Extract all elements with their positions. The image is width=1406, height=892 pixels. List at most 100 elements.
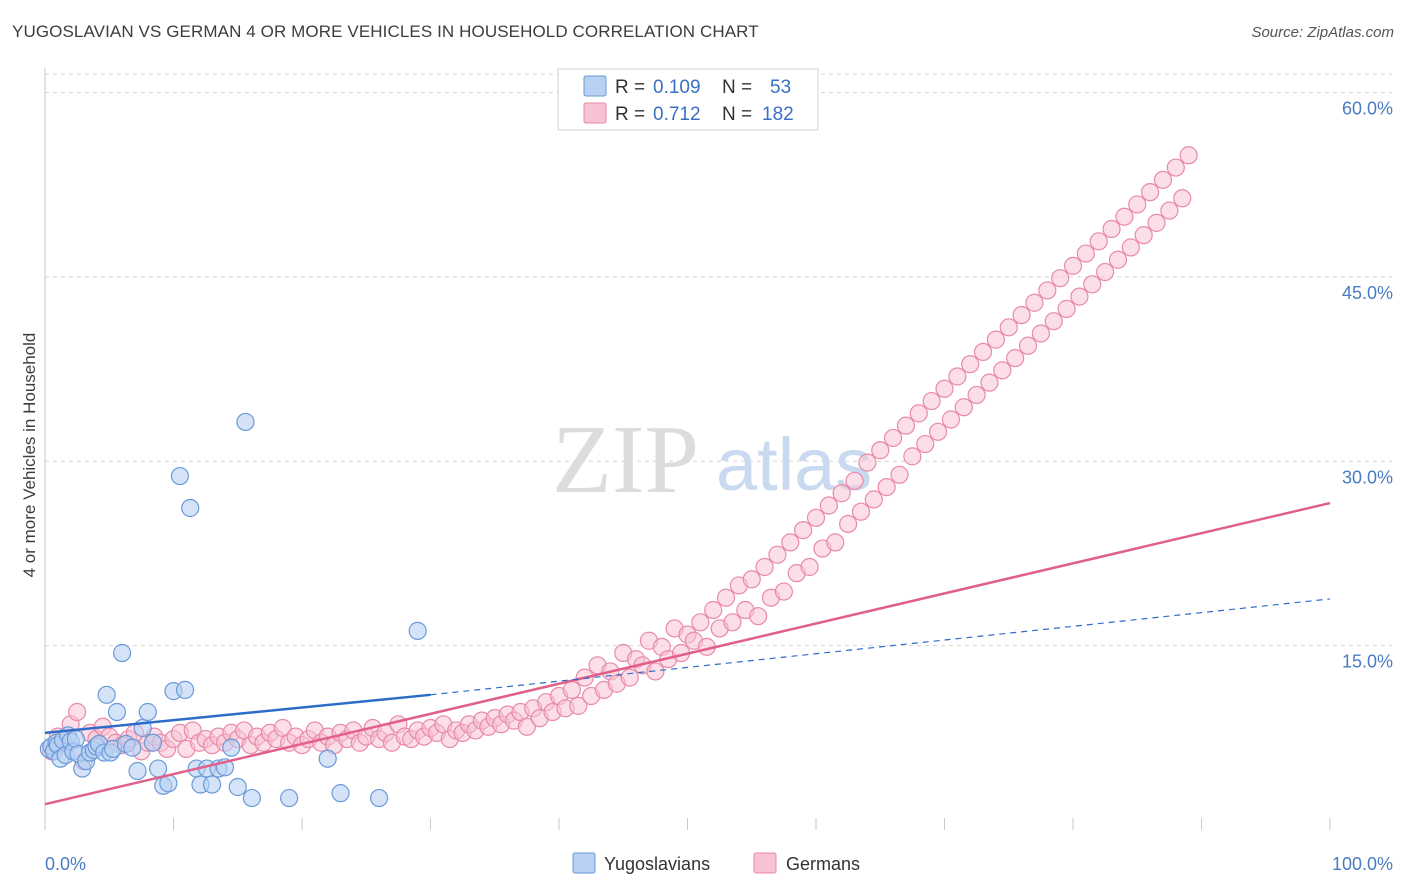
y-tick-label: 60.0% [1342, 99, 1393, 119]
legend-r-label-2: R = [615, 104, 645, 125]
legend-n-value-1: 53 [770, 77, 791, 98]
german-point [1140, 183, 1160, 202]
y-tick-label: 15.0% [1342, 652, 1393, 672]
german-point [1031, 324, 1050, 343]
yugoslavian-point [236, 412, 255, 432]
y-axis-title: 4 or more Vehicles in Household [20, 333, 39, 578]
german-point [1070, 287, 1089, 306]
legend: R = 0.109 N = 53 R = 0.712 N = 182 [557, 68, 819, 131]
german-point [961, 355, 980, 374]
bottom-legend-label-germans: Germans [786, 854, 860, 874]
yugoslavian-trend-extension [430, 598, 1331, 696]
yugoslavian-point [138, 702, 157, 722]
german-point [569, 696, 588, 715]
yugoslavian-points [39, 412, 427, 808]
german-point [903, 447, 922, 466]
german-point [1057, 299, 1076, 318]
german-point [935, 379, 954, 398]
legend-swatch-germans [583, 102, 607, 124]
german-point [845, 471, 864, 491]
german-point [646, 662, 665, 681]
yugoslavian-point [181, 498, 200, 518]
german-point [1038, 281, 1057, 300]
german-point [877, 478, 896, 497]
german-point [723, 613, 742, 632]
yugoslavian-point [202, 775, 222, 794]
yugoslavian-point [107, 702, 127, 722]
german-point [1166, 158, 1185, 177]
yugoslavian-point [128, 761, 147, 781]
german-point [890, 465, 909, 484]
legend-n-label-2: N = [722, 104, 752, 125]
x-tick-marks [173, 818, 1331, 830]
chart-title: YUGOSLAVIAN VS GERMAN 4 OR MORE VEHICLES… [12, 22, 759, 41]
x-tick-label: 100.0% [1332, 854, 1393, 874]
yugoslavian-trend-line [44, 693, 431, 735]
german-point [909, 404, 928, 423]
legend-r-label-1: R = [615, 77, 645, 98]
yugoslavian-point [148, 759, 168, 778]
x-tick-label: 0.0% [45, 854, 86, 874]
german-point [517, 717, 536, 736]
yugoslavian-point [175, 680, 195, 699]
german-point [1108, 250, 1128, 269]
german-point [1173, 189, 1192, 208]
german-point [871, 441, 890, 460]
german-point [1044, 312, 1063, 331]
german-point [864, 490, 883, 509]
yugoslavian-point [222, 738, 241, 757]
german-point [1115, 207, 1134, 226]
yugoslavian-point [280, 788, 299, 808]
german-point [832, 484, 851, 503]
german-point [620, 668, 639, 687]
german-point [794, 521, 813, 540]
german-point [768, 545, 787, 564]
yugoslavian-point [318, 749, 337, 768]
german-point [1121, 238, 1140, 257]
legend-r-value-2: 0.712 [653, 104, 701, 125]
legend-r-value-1: 0.109 [653, 77, 701, 98]
german-point [916, 434, 935, 454]
german-point [562, 680, 581, 699]
german-point [1096, 262, 1115, 282]
german-point [922, 391, 941, 411]
german-point [781, 533, 800, 552]
german-point [749, 607, 768, 626]
german-point [1051, 269, 1070, 288]
x-tick-labels: 0.0% 100.0% [45, 854, 1393, 874]
y-tick-label: 30.0% [1342, 467, 1393, 487]
german-point [1063, 256, 1083, 275]
yugoslavian-point [370, 788, 389, 808]
german-point [1012, 305, 1031, 325]
yugoslavian-point [66, 729, 85, 749]
watermark-zip: ZIP [552, 406, 699, 514]
yugoslavian-point [228, 777, 247, 797]
german-point [716, 588, 736, 607]
german-point [896, 416, 916, 435]
bottom-legend-label-yugoslavians: Yugoslavians [604, 854, 710, 874]
legend-swatch-yugoslavians [583, 75, 607, 97]
german-point [1089, 232, 1108, 251]
german-point [1018, 336, 1038, 355]
german-point [774, 582, 793, 601]
german-point [928, 422, 948, 441]
german-point [883, 428, 903, 448]
german-point [1128, 195, 1147, 214]
legend-n-label-1: N = [722, 77, 752, 98]
german-point [973, 342, 993, 362]
bottom-legend: Yugoslavians Germans [572, 852, 860, 874]
german-point [858, 453, 877, 472]
german-point [839, 514, 858, 534]
legend-n-value-2: 182 [762, 104, 794, 125]
yugoslavian-point [170, 466, 190, 486]
yugoslavian-point [331, 784, 350, 803]
german-point [1160, 201, 1179, 220]
german-point [948, 367, 967, 386]
german-point [1083, 275, 1102, 294]
german-point [704, 600, 723, 620]
german-point [941, 410, 961, 429]
german-point [993, 361, 1012, 380]
trend-lines [44, 501, 1331, 806]
german-point [68, 702, 87, 722]
